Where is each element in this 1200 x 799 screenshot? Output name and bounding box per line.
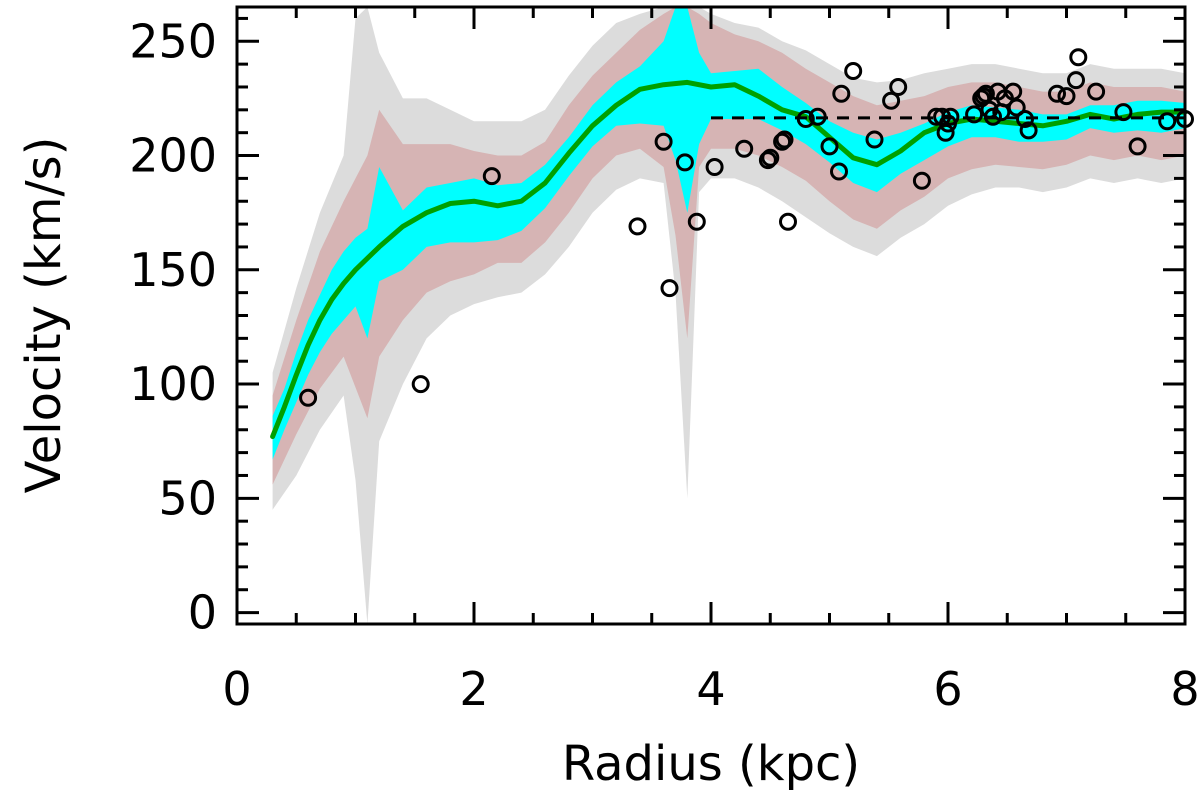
observed-data-point bbox=[299, 388, 318, 407]
observed-data-point bbox=[654, 132, 673, 151]
observed-data-point bbox=[735, 139, 754, 158]
y-tick-label: 250 bbox=[129, 14, 217, 68]
observed-data-point bbox=[758, 151, 777, 170]
x-tick-label: 8 bbox=[1170, 662, 1199, 716]
y-tick-label: 0 bbox=[188, 586, 217, 640]
y-tick-label: 150 bbox=[129, 243, 217, 297]
observed-data-point bbox=[411, 375, 430, 394]
y-tick-label: 100 bbox=[129, 357, 217, 411]
y-axis-label: Velocity (km/s) bbox=[16, 137, 72, 494]
observed-points bbox=[299, 48, 1194, 407]
observed-data-point bbox=[912, 171, 931, 190]
observed-data-point bbox=[482, 167, 501, 186]
observed-data-point bbox=[972, 89, 991, 108]
observed-data-point bbox=[1069, 48, 1088, 67]
observed-data-point bbox=[660, 279, 679, 298]
observed-data-point bbox=[808, 107, 827, 126]
x-tick-label: 6 bbox=[933, 662, 962, 716]
x-axis-label: Radius (kpc) bbox=[562, 736, 860, 792]
observed-data-point bbox=[1114, 103, 1133, 122]
observed-data-point bbox=[976, 84, 995, 103]
observed-data-point bbox=[705, 158, 724, 176]
axes: 0 2 4 6 8 0 50 100 150 200 250 bbox=[129, 7, 1200, 716]
observed-data-point bbox=[941, 107, 960, 126]
observed-data-point bbox=[1158, 112, 1177, 131]
observed-data-point bbox=[1057, 87, 1076, 106]
y-tick-label: 50 bbox=[158, 471, 217, 525]
observed-data-point bbox=[936, 123, 955, 142]
observed-data-point bbox=[865, 130, 884, 149]
observed-data-point bbox=[1087, 82, 1106, 101]
observed-data-point bbox=[832, 84, 851, 103]
x-tick-label: 2 bbox=[459, 662, 488, 716]
x-tick-label: 0 bbox=[222, 662, 251, 716]
observed-data-point bbox=[687, 212, 706, 231]
observed-data-point bbox=[844, 62, 863, 80]
observed-data-point bbox=[882, 91, 901, 110]
observed-data-point bbox=[773, 132, 792, 151]
observed-data-point bbox=[889, 78, 908, 96]
observed-data-point bbox=[796, 110, 815, 128]
observed-data-point bbox=[1048, 84, 1066, 103]
observed-data-point bbox=[779, 212, 797, 231]
observed-data-point bbox=[775, 130, 794, 149]
observed-data-point bbox=[965, 105, 984, 124]
observed-data-point bbox=[761, 148, 780, 167]
observed-data-point bbox=[820, 137, 839, 156]
observed-data-point bbox=[675, 153, 694, 172]
observed-data-point bbox=[1007, 98, 1026, 117]
observed-data-point bbox=[628, 217, 647, 236]
observed-data-point bbox=[1128, 137, 1147, 156]
x-tick-label: 4 bbox=[696, 662, 725, 716]
observed-data-point bbox=[830, 162, 848, 181]
observed-data-point bbox=[1016, 110, 1034, 128]
observed-data-point bbox=[1067, 71, 1085, 90]
uncertainty-bands bbox=[272, 7, 1186, 624]
observed-data-point bbox=[1019, 121, 1038, 140]
observed-data-point bbox=[1004, 82, 1023, 101]
y-tick-label: 200 bbox=[129, 129, 217, 183]
